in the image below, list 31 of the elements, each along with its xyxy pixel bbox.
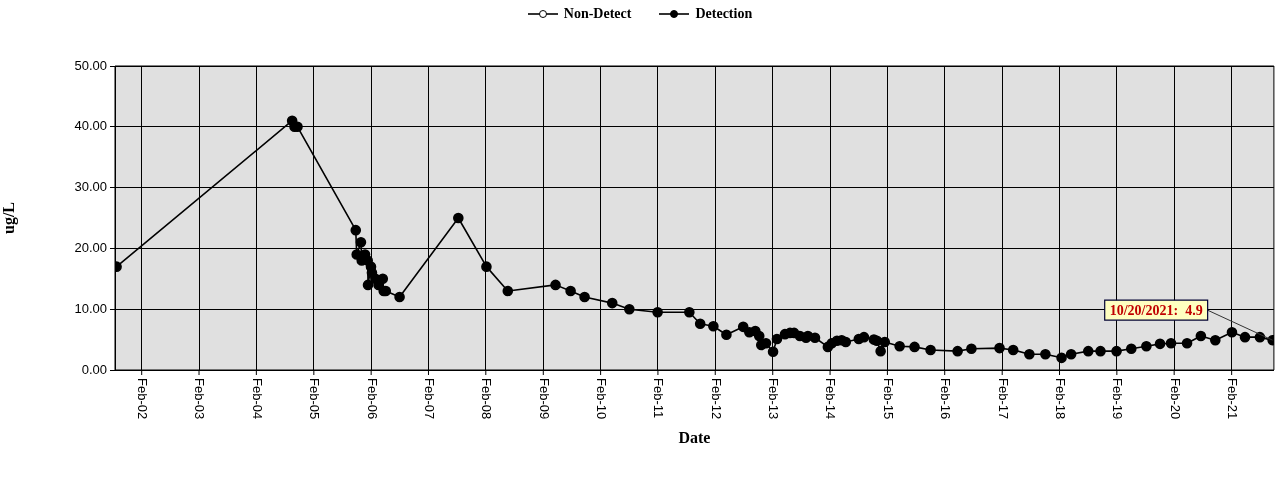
x-tick-label: Feb-13 bbox=[766, 378, 782, 420]
x-tick-label: Feb-17 bbox=[995, 378, 1011, 420]
x-tick-label: Feb-05 bbox=[307, 378, 323, 420]
y-axis-title: ug/L bbox=[0, 201, 18, 235]
x-tick-label: Feb-06 bbox=[364, 378, 380, 420]
x-tick-label: Feb-15 bbox=[880, 378, 896, 420]
annotation: 10/20/2021: 4.9 bbox=[1109, 302, 1203, 318]
x-tick-label: Feb-18 bbox=[1052, 378, 1068, 420]
y-tick-label: 0.00 bbox=[81, 361, 107, 377]
x-tick-label: Feb-16 bbox=[938, 378, 954, 420]
x-tick-label: Feb-09 bbox=[536, 378, 552, 420]
y-tick-label: 10.00 bbox=[74, 300, 107, 316]
y-tick-label: 30.00 bbox=[74, 179, 107, 195]
x-tick-label: Feb-21 bbox=[1225, 378, 1241, 420]
y-tick-label: 20.00 bbox=[74, 239, 107, 255]
x-tick-label: Feb-11 bbox=[651, 378, 667, 419]
legend-label: Detection bbox=[695, 6, 753, 22]
x-tick-label: Feb-03 bbox=[192, 378, 208, 420]
x-tick-label: Feb-04 bbox=[249, 378, 265, 420]
x-tick-label: Feb-07 bbox=[421, 378, 437, 420]
legend-label: Non-Detect bbox=[563, 6, 632, 22]
x-tick-label: Feb-10 bbox=[594, 378, 610, 420]
x-tick-label: Feb-14 bbox=[823, 378, 839, 420]
x-axis-title: Date bbox=[678, 428, 711, 446]
x-tick-label: Feb-19 bbox=[1110, 378, 1126, 420]
y-tick-label: 40.00 bbox=[74, 118, 107, 134]
x-tick-label: Feb-02 bbox=[135, 378, 151, 420]
x-tick-label: Feb-20 bbox=[1167, 378, 1183, 420]
x-tick-label: Feb-08 bbox=[479, 378, 495, 420]
x-tick-label: Feb-12 bbox=[708, 378, 724, 420]
y-tick-label: 50.00 bbox=[74, 57, 107, 73]
